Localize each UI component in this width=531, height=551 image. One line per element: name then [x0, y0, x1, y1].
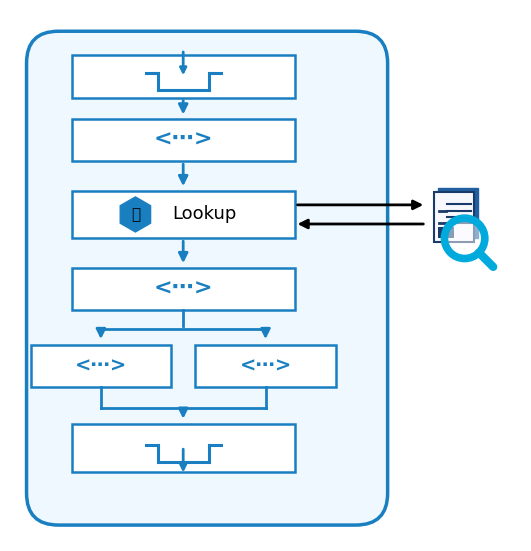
FancyBboxPatch shape	[434, 192, 474, 242]
FancyBboxPatch shape	[30, 344, 171, 387]
FancyBboxPatch shape	[72, 55, 295, 98]
FancyBboxPatch shape	[439, 188, 478, 238]
FancyBboxPatch shape	[439, 227, 453, 238]
Text: <⋯>: <⋯>	[75, 356, 127, 375]
Text: <⋯>: <⋯>	[239, 356, 292, 375]
Polygon shape	[120, 197, 151, 232]
Circle shape	[444, 218, 485, 258]
Text: Lookup: Lookup	[172, 206, 237, 224]
Text: 🔧: 🔧	[131, 207, 140, 222]
FancyBboxPatch shape	[72, 191, 295, 239]
Text: <⋯>: <⋯>	[153, 279, 213, 299]
FancyBboxPatch shape	[27, 31, 388, 525]
FancyBboxPatch shape	[195, 344, 336, 387]
FancyBboxPatch shape	[72, 424, 295, 472]
Text: <⋯>: <⋯>	[153, 130, 213, 150]
FancyBboxPatch shape	[72, 268, 295, 310]
FancyBboxPatch shape	[72, 119, 295, 161]
